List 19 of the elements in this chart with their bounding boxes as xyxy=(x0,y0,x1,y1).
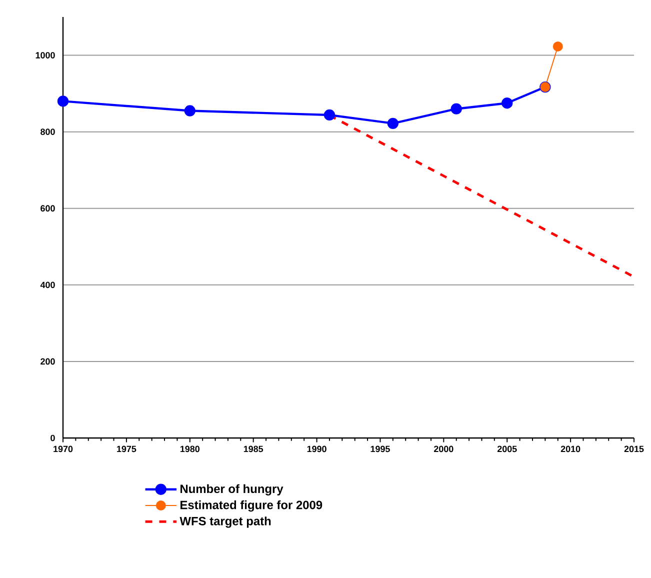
legend-label: Number of hungry xyxy=(180,484,284,496)
x-tick-label: 1990 xyxy=(307,446,326,452)
x-tick-label: 1995 xyxy=(370,446,390,452)
y-tick-label: 1000 xyxy=(36,52,55,58)
x-tick-label: 1985 xyxy=(244,446,264,452)
legend-label: Estimated figure for 2009 xyxy=(180,500,322,512)
x-tick-label: 2015 xyxy=(624,446,644,452)
x-tick-label: 2000 xyxy=(434,446,454,452)
y-tick-label: 400 xyxy=(40,282,55,288)
x-tick-label: 1970 xyxy=(54,446,73,452)
x-tick-label: 1975 xyxy=(117,446,136,452)
x-tick-label: 2005 xyxy=(497,446,517,452)
y-tick-label: 0 xyxy=(50,434,55,442)
x-tick-label: 2010 xyxy=(560,446,580,452)
legend-label: WFS target path xyxy=(180,516,271,528)
y-tick-label: 600 xyxy=(40,205,55,212)
y-tick-label: 200 xyxy=(40,358,55,365)
x-tick-label: 1980 xyxy=(180,446,200,452)
y-tick-label: 800 xyxy=(40,128,55,135)
